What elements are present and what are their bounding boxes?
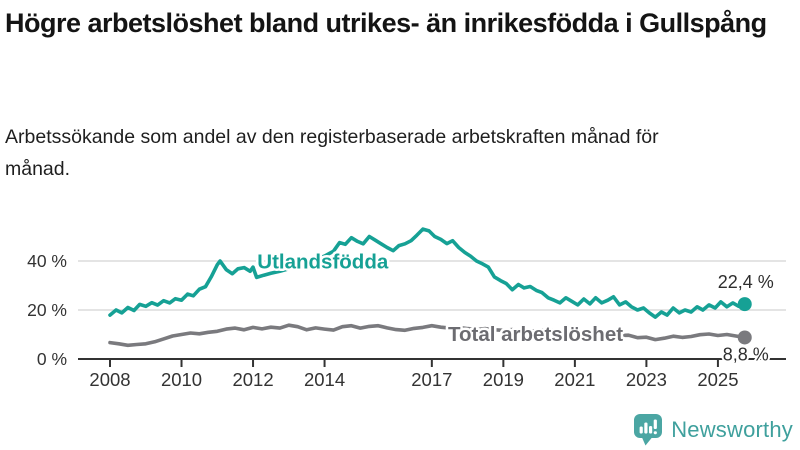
x-tick-label: 2025 — [697, 369, 738, 390]
newsworthy-logo: Newsworthy — [633, 413, 793, 447]
page-title: Högre arbetslöshet bland utrikes- än inr… — [5, 8, 767, 38]
x-tick-label: 2008 — [89, 369, 130, 390]
chart-subtitle: Arbetssökande som andel av den registerb… — [5, 126, 659, 180]
end-value-label-1: 8,8 % — [723, 344, 769, 364]
y-tick-label: 40 % — [27, 251, 67, 271]
x-tick-label: 2017 — [411, 369, 452, 390]
y-tick-label: 20 % — [27, 300, 67, 320]
series-line-0 — [108, 227, 747, 319]
end-value-label-0: 22,4 % — [718, 272, 774, 292]
series-label-0: Utlandsfödda — [257, 250, 389, 273]
y-tick-label: 0 % — [37, 349, 67, 369]
newsworthy-icon — [634, 414, 663, 446]
x-tick-label: 2021 — [554, 369, 595, 390]
unemployment-line-chart: 0 % 20 % 40 % 2008 2010 2012 2014 2017 2019 2021 2… — [0, 218, 800, 403]
series-line-1 — [108, 323, 747, 348]
series-label-1: Total arbetslöshet — [448, 323, 623, 346]
x-tick-label: 2012 — [232, 369, 273, 390]
newsworthy-brand-name: Newsworthy — [671, 417, 793, 442]
x-tick-label: 2019 — [483, 369, 524, 390]
series-end-dot-1 — [737, 330, 752, 345]
chart-canvas: 0 % 20 % 40 % 2008 2010 2012 2014 2017 2019 2021 2… — [27, 227, 786, 390]
x-tick-label: 2023 — [626, 369, 667, 390]
series-end-dot-0 — [737, 297, 752, 312]
x-tick-label: 2010 — [161, 369, 202, 390]
x-tick-label: 2014 — [304, 369, 345, 390]
